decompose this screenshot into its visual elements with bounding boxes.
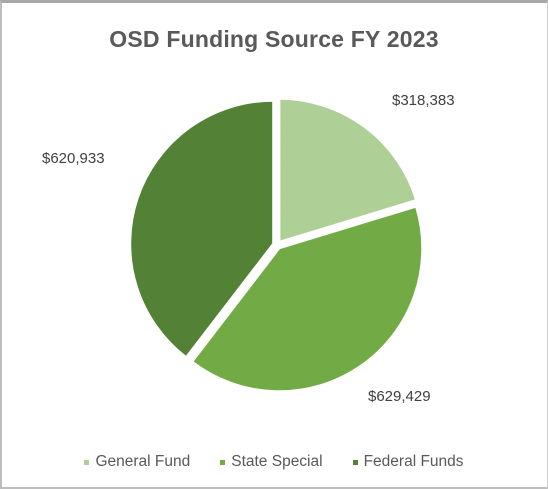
legend-item-general-fund[interactable]: General Fund bbox=[84, 453, 190, 471]
pie-slice-general-fund[interactable] bbox=[278, 97, 418, 244]
legend-item-federal-funds[interactable]: Federal Funds bbox=[352, 453, 464, 471]
legend-swatch-state-special bbox=[220, 459, 226, 465]
legend: General Fund State Special Federal Funds bbox=[0, 453, 548, 471]
legend-item-state-special[interactable]: State Special bbox=[220, 453, 323, 471]
legend-label-state-special: State Special bbox=[231, 453, 323, 470]
data-label-federal-funds: $620,933 bbox=[42, 150, 105, 167]
data-label-general-fund: $318,383 bbox=[392, 92, 455, 109]
chart-title: OSD Funding Source FY 2023 bbox=[109, 26, 439, 52]
legend-swatch-federal-funds bbox=[352, 459, 358, 465]
legend-label-federal-funds: Federal Funds bbox=[363, 453, 464, 470]
pie-slice-federal-funds[interactable] bbox=[129, 99, 275, 359]
data-label-state-special: $629,429 bbox=[368, 388, 431, 405]
pie-slice-state-special[interactable] bbox=[190, 205, 424, 393]
legend-label-general-fund: General Fund bbox=[95, 453, 191, 470]
legend-swatch-general-fund bbox=[84, 459, 90, 465]
